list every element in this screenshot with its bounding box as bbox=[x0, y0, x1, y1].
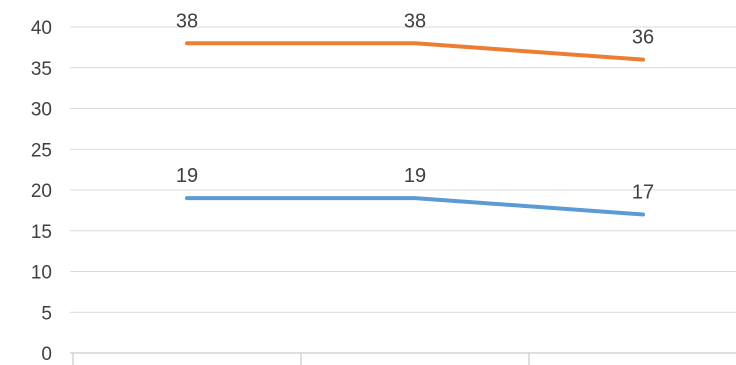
y-tick-label-15: 15 bbox=[31, 222, 52, 243]
data-label-1-2: 17 bbox=[632, 181, 654, 203]
data-label-0-0: 38 bbox=[176, 10, 198, 32]
y-tick-label-5: 5 bbox=[41, 303, 52, 324]
data-label-0-1: 38 bbox=[404, 10, 426, 32]
data-point-1-1 bbox=[414, 197, 416, 199]
data-label-1-1: 19 bbox=[404, 165, 426, 187]
y-tick-label-30: 30 bbox=[31, 100, 52, 121]
y-tick-label-10: 10 bbox=[31, 263, 52, 284]
data-point-0-2 bbox=[642, 59, 644, 61]
data-point-1-2 bbox=[642, 213, 644, 215]
y-axis-tick-labels: 0 5 10 15 20 25 30 35 40 bbox=[31, 18, 736, 365]
data-label-0-2: 36 bbox=[632, 27, 654, 49]
y-tick-label-35: 35 bbox=[31, 59, 52, 80]
data-point-1-0 bbox=[186, 197, 188, 199]
data-label-1-0: 19 bbox=[176, 165, 198, 187]
y-tick-label-20: 20 bbox=[31, 181, 52, 202]
series-line-1 bbox=[185, 196, 645, 217]
x-axis bbox=[70, 352, 736, 365]
y-tick-label-40: 40 bbox=[31, 18, 52, 39]
y-tick-label-0: 0 bbox=[41, 344, 52, 365]
series-line-0 bbox=[185, 41, 645, 62]
data-point-0-1 bbox=[414, 42, 416, 44]
data-labels: 38 38 36 19 19 17 bbox=[176, 10, 654, 203]
y-tick-label-25: 25 bbox=[31, 140, 52, 161]
data-point-0-0 bbox=[186, 42, 188, 44]
series-lines bbox=[185, 41, 645, 217]
